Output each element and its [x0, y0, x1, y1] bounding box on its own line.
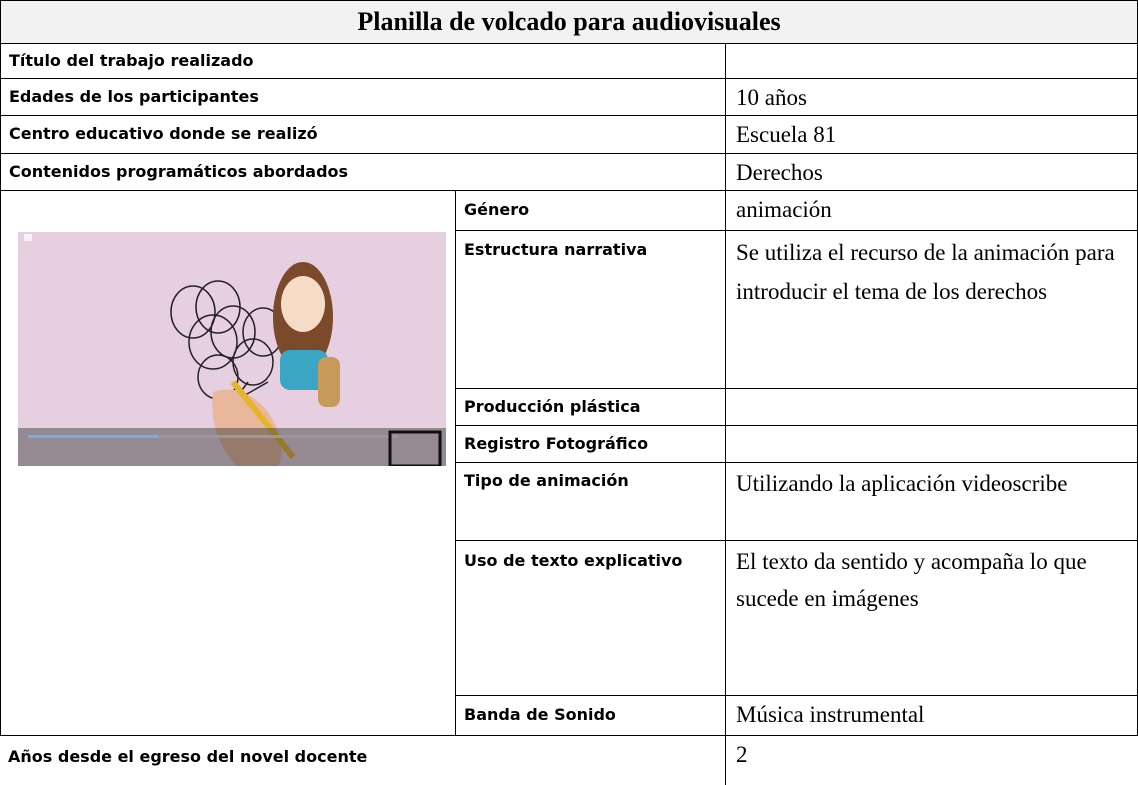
row-value	[725, 43, 1138, 79]
image-cell	[0, 190, 456, 736]
detail-label: Uso de texto explicativo	[455, 540, 726, 696]
video-screenshot	[18, 232, 446, 466]
detail-label: Tipo de animación	[455, 462, 726, 541]
detail-label: Banda de Sonido	[455, 695, 726, 736]
row-value: Escuela 81	[725, 115, 1138, 154]
detail-value: Música instrumental	[725, 695, 1138, 736]
row-value: Derechos	[725, 153, 1138, 191]
detail-label: Producción plástica	[455, 388, 726, 426]
detail-value: Se utiliza el recurso de la animación pa…	[725, 230, 1138, 389]
detail-value: animación	[725, 190, 1138, 231]
row-label: Centro educativo donde se realizó	[0, 115, 726, 154]
detail-value: El texto da sentido y acompaña lo que su…	[725, 540, 1138, 696]
detail-value	[725, 425, 1138, 463]
row-label: Contenidos programáticos abordados	[0, 153, 726, 191]
detail-label: Género	[455, 190, 726, 231]
row-label: Título del trabajo realizado	[0, 43, 726, 79]
detail-value	[725, 388, 1138, 426]
row-value: 10 años	[725, 78, 1138, 116]
detail-value: Utilizando la aplicación videoscribe	[725, 462, 1138, 541]
footer-label: Años desde el egreso del novel docente	[0, 735, 726, 785]
detail-label: Registro Fotográfico	[455, 425, 726, 463]
footer-value: 2	[725, 735, 1138, 785]
detail-label: Estructura narrativa	[455, 230, 726, 389]
title: Planilla de volcado para audiovisuales	[0, 0, 1138, 44]
row-label: Edades de los participantes	[0, 78, 726, 116]
